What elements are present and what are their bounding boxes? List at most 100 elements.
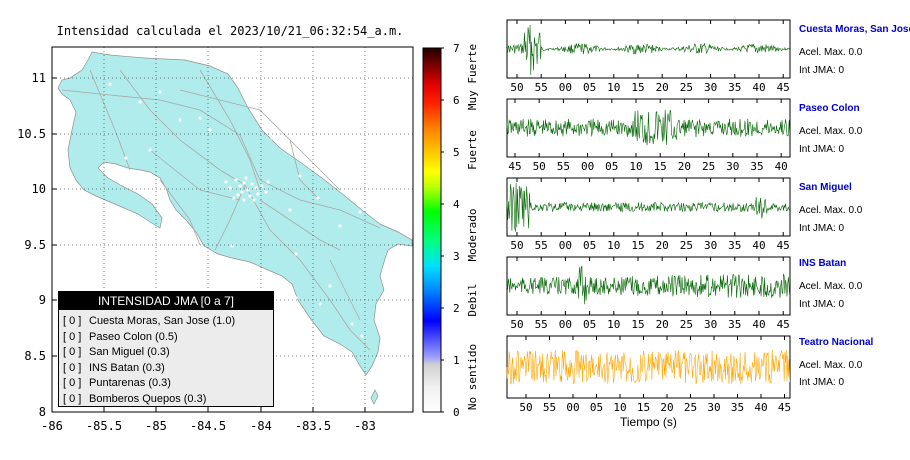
- station-jma: Int JMA: 0: [799, 299, 845, 310]
- colorbar-tick-label: 1: [453, 354, 460, 367]
- time-tick-label: 30: [704, 239, 717, 252]
- lat-tick-label: 9.5: [24, 238, 46, 252]
- lat-tick-label: 8: [39, 405, 46, 419]
- station-jma: Int JMA: 0: [799, 223, 845, 234]
- time-tick-label: 20: [656, 239, 669, 252]
- time-tick-label: 25: [680, 239, 693, 252]
- time-tick-label: 35: [750, 160, 763, 173]
- station-dot: [350, 322, 354, 326]
- page-title: Intensidad calculada el 2023/10/21_06:32…: [56, 24, 404, 38]
- station-name: Cuesta Moras, San Jose: [799, 24, 910, 35]
- colorbar-tick-label: 5: [453, 146, 460, 159]
- time-tick-label: 15: [631, 81, 644, 94]
- station-dot: [360, 334, 364, 338]
- time-tick-label: 45: [777, 81, 790, 94]
- station-acel: Acel. Max. 0.0: [799, 47, 863, 58]
- legend-row: [ 0 ] San Miguel (0.3): [59, 345, 273, 361]
- lon-tick-label: -86: [41, 419, 63, 433]
- time-tick-label: 25: [680, 81, 693, 94]
- time-tick-label: 35: [728, 81, 741, 94]
- time-tick-label: 10: [607, 239, 620, 252]
- legend-label: Cuesta Moras, San Jose (1.0): [89, 315, 236, 327]
- station-acel: Acel. Max. 0.0: [799, 126, 863, 137]
- station-dot: [238, 184, 242, 188]
- time-tick-label: 35: [731, 401, 744, 414]
- station-name: Paseo Colon: [799, 103, 860, 114]
- time-tick-label: 40: [754, 401, 767, 414]
- road-line: [149, 149, 241, 201]
- waveform-trace: [506, 265, 791, 305]
- time-tick-label: 45: [508, 160, 521, 173]
- road-line: [61, 89, 381, 229]
- station-dot: [244, 176, 248, 180]
- station-dot: [318, 302, 322, 306]
- time-tick-label: 55: [535, 318, 548, 331]
- time-tick-label: 50: [533, 160, 546, 173]
- waveform-panel: [506, 19, 791, 79]
- station-dot: [124, 156, 128, 160]
- station-jma: Int JMA: 0: [799, 65, 845, 76]
- time-tick-label: 20: [660, 401, 673, 414]
- station-dot: [240, 190, 244, 194]
- legend-value: [ 0 ]: [63, 315, 82, 327]
- time-tick-label: 15: [654, 160, 667, 173]
- time-tick-label: 00: [559, 239, 572, 252]
- time-tick-label: 40: [752, 318, 765, 331]
- time-tick-label: 20: [656, 81, 669, 94]
- colorbar-tick-label: 7: [453, 42, 460, 55]
- station-dot: [250, 182, 254, 186]
- colorbar-category-label: Moderado: [466, 209, 479, 262]
- station-dot: [358, 210, 362, 214]
- time-tick-label: 25: [680, 318, 693, 331]
- colorbar-category-label: Debil: [466, 283, 479, 316]
- station-dot: [248, 194, 252, 198]
- intensity-legend: INTENSIDAD JMA [0 a 7] [ 0 ] Cuesta Moras…: [58, 291, 274, 407]
- waveform-trace: [506, 109, 791, 146]
- colorbar-category-label: Muy Fuerte: [466, 44, 479, 110]
- legend-value: [ 0 ]: [63, 330, 82, 343]
- time-tick-label: 45: [777, 318, 790, 331]
- legend-row: [ 0 ] Bomberos Quepos (0.3): [59, 392, 273, 408]
- time-tick-label: 50: [510, 318, 523, 331]
- colorbar-tick-label: 2: [453, 302, 460, 315]
- road-line: [119, 69, 246, 186]
- time-tick-label: 05: [583, 239, 596, 252]
- legend-label: Puntarenas (0.3): [89, 377, 171, 389]
- time-tick-label: 30: [704, 318, 717, 331]
- legend-row: [ 0 ] INS Batan (0.3): [59, 361, 273, 377]
- colorbar: [422, 47, 442, 413]
- time-tick-label: 25: [684, 401, 697, 414]
- station-dot: [178, 118, 182, 122]
- station-dot: [316, 196, 320, 200]
- waveform-panel: [506, 98, 791, 158]
- time-tick-label: 50: [510, 239, 523, 252]
- waveform-trace: [506, 349, 791, 385]
- time-tick-label: 45: [777, 239, 790, 252]
- station-dot: [242, 198, 246, 202]
- time-tick-label: 00: [559, 81, 572, 94]
- station-dot: [270, 136, 274, 140]
- road-line: [89, 69, 131, 171]
- station-dot: [260, 184, 264, 188]
- road-line: [289, 139, 321, 201]
- land-mass: [57, 51, 413, 376]
- time-tick-label: 00: [566, 401, 579, 414]
- time-tick-label: 15: [631, 239, 644, 252]
- lon-tick-label: -85: [145, 419, 167, 433]
- time-tick-label: 05: [583, 81, 596, 94]
- time-tick-label: 30: [707, 401, 720, 414]
- legend-label: San Miguel (0.3): [89, 346, 170, 358]
- time-tick-label: 30: [726, 160, 739, 173]
- island: [370, 389, 379, 405]
- station-dot: [208, 128, 212, 132]
- colorbar-category-label: Fuerte: [466, 130, 479, 170]
- time-axis-label: Tiempo (s): [620, 415, 677, 429]
- colorbar-tick-label: 6: [453, 94, 460, 107]
- station-dot: [236, 193, 240, 197]
- road-line: [179, 89, 341, 191]
- station-dot: [242, 181, 246, 185]
- time-tick-label: 40: [752, 81, 765, 94]
- road-line: [199, 69, 261, 191]
- waveform-panel: [506, 177, 791, 237]
- station-dot: [224, 180, 228, 184]
